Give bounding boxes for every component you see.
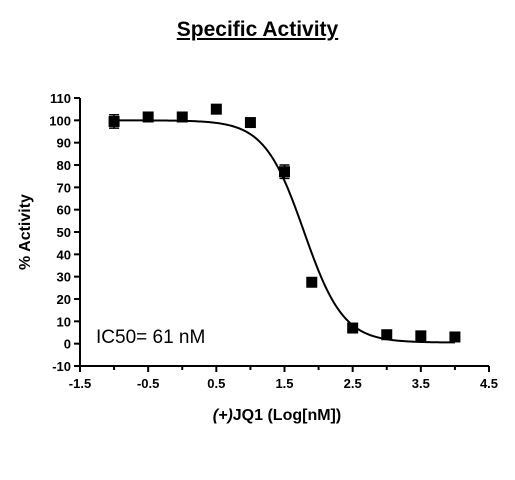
x-tick-label: 2.5 (344, 376, 362, 391)
point-marker (244, 117, 256, 129)
y-tick-label: 80 (57, 158, 71, 173)
x-tick-label: 1.5 (275, 376, 293, 391)
data-points (108, 103, 461, 343)
y-tick-label: -10 (52, 359, 71, 374)
y-axis-label: % Activity (17, 194, 34, 270)
x-tick-label: 4.5 (480, 376, 498, 391)
y-tick-label: 20 (57, 292, 71, 307)
point-marker (381, 329, 393, 341)
point-marker (449, 331, 461, 343)
point-marker (279, 166, 290, 178)
point-marker (210, 103, 222, 115)
y-tick-label: 0 (64, 337, 71, 352)
point-marker (306, 276, 318, 288)
point-marker (415, 330, 427, 342)
data-point (279, 164, 290, 180)
y-tick-label: 90 (57, 136, 71, 151)
x-axis-label-prefix: (+) (213, 407, 233, 424)
data-point (306, 276, 318, 288)
x-axis-label: (+)JQ1 (Log[nM]) (213, 407, 341, 424)
data-point (210, 103, 222, 115)
data-point (176, 111, 188, 123)
y-tick-label: 60 (57, 203, 71, 218)
data-point (142, 111, 154, 123)
data-point (449, 331, 461, 343)
point-marker (176, 111, 188, 123)
ic50-annotation: IC50= 61 nM (96, 327, 205, 348)
data-point (108, 114, 120, 129)
y-tick-label: 70 (57, 180, 71, 195)
data-point (347, 322, 359, 334)
point-marker (347, 322, 359, 334)
x-tick-label: -1.5 (69, 376, 91, 391)
data-point (415, 330, 427, 342)
data-point (381, 329, 393, 341)
y-tick-label: 40 (57, 247, 71, 262)
axes: -10 0 10 20 30 40 50 60 70 80 90 100 110 -1.5 -0.5 0.5 1… (49, 91, 498, 391)
fit-curve (114, 119, 455, 344)
chart-title: Specific Activity (176, 18, 339, 41)
data-point (244, 117, 256, 129)
x-tick-label: -0.5 (137, 376, 159, 391)
x-tick-label: 0.5 (207, 376, 225, 391)
fit-curve-group (114, 119, 455, 344)
x-axis-label-rest: JQ1 (Log[nM]) (233, 407, 341, 424)
y-tick-label: 50 (57, 225, 71, 240)
y-tick-label: 30 (57, 270, 71, 285)
x-tick-label: 3.5 (412, 376, 430, 391)
y-tick-label: 10 (57, 314, 71, 329)
point-marker (142, 111, 154, 123)
y-tick-label: 110 (50, 91, 71, 106)
point-marker (108, 115, 120, 127)
y-tick-label: 100 (49, 113, 71, 128)
